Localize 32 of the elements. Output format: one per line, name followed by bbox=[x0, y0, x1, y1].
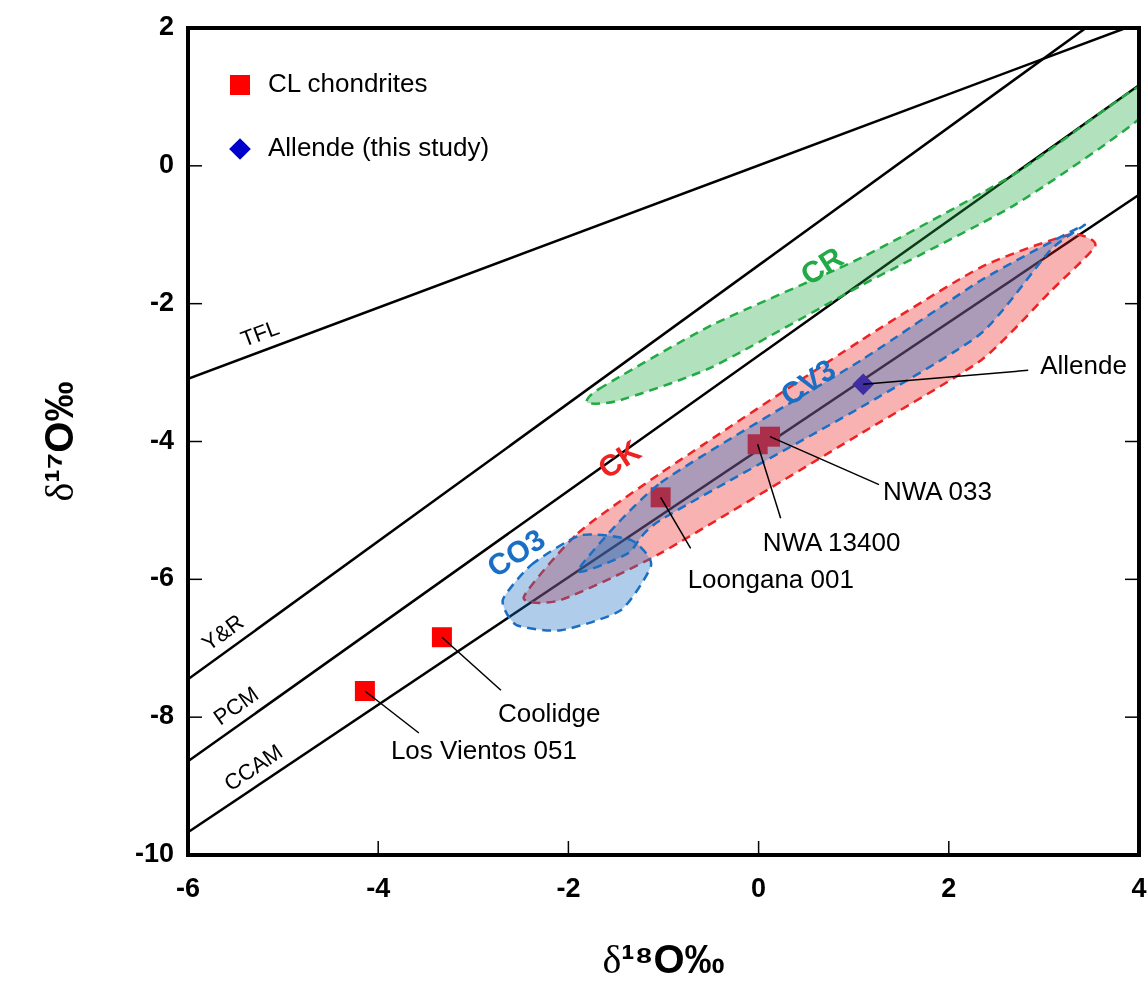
y-tick-label: -6 bbox=[149, 562, 174, 593]
y-tick-label: -2 bbox=[149, 286, 174, 317]
annotation: NWA 13400 bbox=[762, 527, 901, 558]
x-tick-label: 2 bbox=[941, 873, 957, 903]
text: CO3 bbox=[481, 522, 551, 584]
point bbox=[354, 680, 375, 701]
text: TFL bbox=[237, 314, 283, 352]
annotation: Allende bbox=[1040, 350, 1127, 381]
y-tick-label: -8 bbox=[149, 700, 174, 731]
x-tick-label: -2 bbox=[556, 873, 581, 903]
annotation: NWA 033 bbox=[883, 475, 992, 506]
legend-label: CL chondrites bbox=[268, 67, 428, 98]
text: CK bbox=[592, 433, 647, 485]
y-axis-title: δ¹⁷O‰ bbox=[37, 381, 82, 502]
annotation: Coolidge bbox=[497, 698, 601, 729]
y-tick-label: 2 bbox=[158, 11, 174, 42]
text: CR bbox=[794, 239, 850, 292]
y-tick-label: -4 bbox=[149, 424, 174, 455]
point bbox=[650, 487, 671, 508]
text: Y&R bbox=[197, 609, 249, 656]
y-tick-label: -10 bbox=[134, 838, 174, 869]
x-tick-label: -4 bbox=[366, 873, 391, 903]
point bbox=[852, 373, 875, 396]
annotation: Los Vientos 051 bbox=[390, 734, 577, 765]
x-tick-label: 4 bbox=[1131, 873, 1147, 903]
point bbox=[431, 627, 452, 648]
point bbox=[760, 426, 781, 447]
annotation: Loongana 001 bbox=[687, 564, 854, 595]
x-tick-label: 0 bbox=[751, 873, 767, 903]
y-tick-label: 0 bbox=[158, 148, 174, 179]
x-axis-title: δ¹⁸O‰ bbox=[602, 937, 725, 982]
legend-label: Allende (this study) bbox=[268, 131, 490, 162]
